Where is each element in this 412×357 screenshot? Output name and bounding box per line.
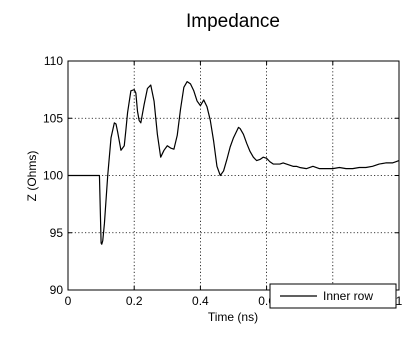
y-tick-label: 110 xyxy=(44,54,63,68)
x-tick-label: 0 xyxy=(65,294,72,308)
chart-title: Impedance xyxy=(186,11,280,32)
x-axis-label: Time (ns) xyxy=(208,310,258,324)
plot-frame xyxy=(67,60,400,291)
y-tick-label: 105 xyxy=(43,111,63,125)
legend-label-inner-row: Inner row xyxy=(323,289,373,303)
y-axis-label: Z (Ohms) xyxy=(25,151,39,202)
x-tick-label: 0.4 xyxy=(192,294,209,308)
y-tick-label: 95 xyxy=(50,226,64,240)
series-line-inner-row xyxy=(68,81,400,245)
series-layer xyxy=(68,81,400,245)
x-tick-label: 1 xyxy=(396,294,403,308)
grid xyxy=(68,61,399,290)
axis-ticks: 00.20.40.60.819095100105110 xyxy=(43,54,403,308)
y-tick-label: 90 xyxy=(50,283,64,297)
legend: Inner row xyxy=(269,283,397,309)
x-tick-label: 0.2 xyxy=(126,294,143,308)
y-tick-label: 100 xyxy=(43,169,63,183)
